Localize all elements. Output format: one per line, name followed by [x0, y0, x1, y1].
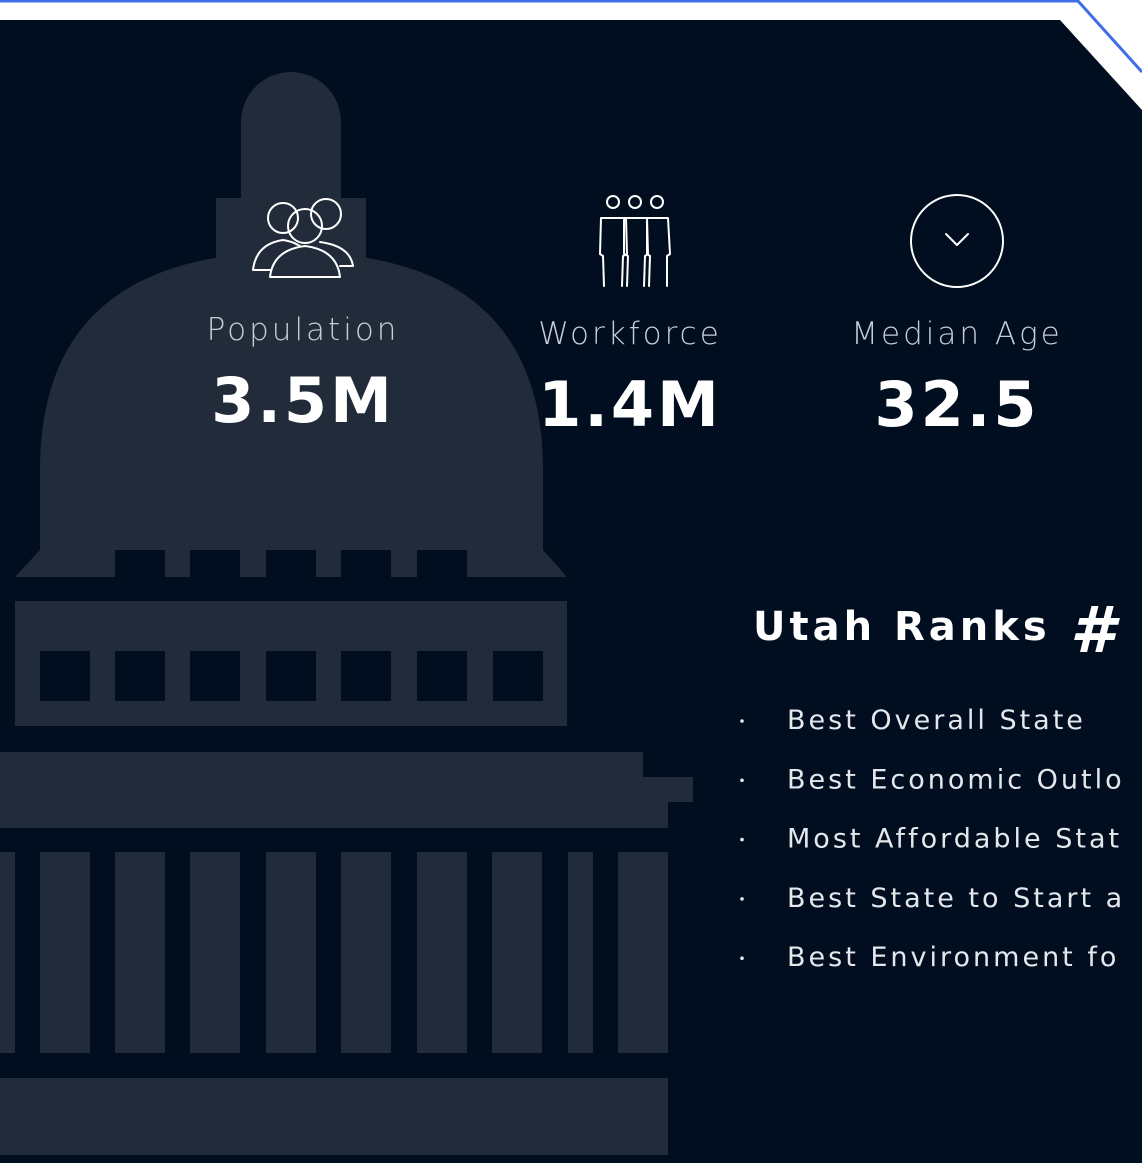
bullet: [740, 897, 744, 901]
capitol-cutouts: [40, 550, 543, 701]
workforce-icon: [599, 195, 671, 287]
rank-item: Most Affordable Stat: [787, 824, 1122, 855]
stats: Population 3.5M Workforce 1.4M Median Age 32.…: [207, 312, 1063, 441]
population-icon: [252, 198, 354, 278]
rank-item: Best Overall State: [787, 705, 1086, 736]
stat-label: Workforce: [538, 316, 722, 352]
clock-icon: [910, 194, 1004, 288]
stat-value: 3.5M: [211, 364, 395, 437]
ranks-heading: Utah Ranks: [753, 604, 1051, 650]
stat-value: 1.4M: [538, 368, 722, 441]
border: [0, 0, 1142, 74]
bullet: [740, 778, 744, 783]
rank-item: Best Environment fo: [787, 942, 1119, 973]
ranks-list: Best Overall State Best Economic Outlo Mos…: [740, 705, 1125, 973]
stat-value: 32.5: [875, 368, 1040, 441]
rank-item: Best Economic Outlo: [787, 764, 1125, 795]
stat-label: Median Age: [851, 316, 1063, 352]
ranks-mark: #: [1070, 594, 1120, 668]
capitol: [0, 72, 693, 1155]
rank-item: Best State to Start a: [787, 883, 1125, 914]
bullet: [740, 719, 744, 723]
bullet: [740, 837, 744, 842]
bullet: [740, 956, 744, 960]
stat-label: Population: [207, 312, 400, 348]
